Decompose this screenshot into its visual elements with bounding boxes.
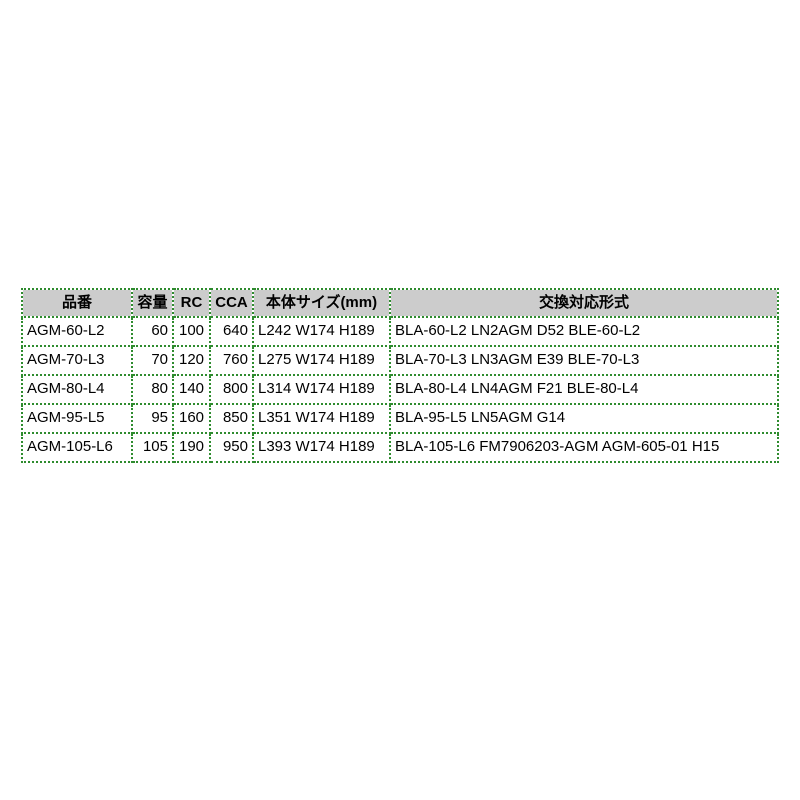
cell-body-size: L314 W174 H189 bbox=[252, 374, 391, 405]
cell-part-number: AGM-80-L4 bbox=[21, 374, 133, 405]
cell-capacity: 60 bbox=[131, 316, 174, 347]
cell-compatible-models: BLA-70-L3 LN3AGM E39 BLE-70-L3 bbox=[389, 345, 779, 376]
cell-body-size: L393 W174 H189 bbox=[252, 432, 391, 463]
cell-compatible-models: BLA-105-L6 FM7906203-AGM AGM-605-01 H15 bbox=[389, 432, 779, 463]
col-header-part-number: 品番 bbox=[21, 288, 133, 318]
table-row: AGM-105-L6 105 190 950 L393 W174 H189 BL… bbox=[21, 432, 779, 463]
cell-compatible-models: BLA-95-L5 LN5AGM G14 bbox=[389, 403, 779, 434]
cell-cca: 640 bbox=[209, 316, 254, 347]
col-header-cca: CCA bbox=[209, 288, 254, 318]
cell-cca: 760 bbox=[209, 345, 254, 376]
battery-spec-table: 品番 容量 RC CCA 本体サイズ(mm) 交換対応形式 AGM-60-L2 … bbox=[21, 288, 779, 463]
col-header-compatible-models: 交換対応形式 bbox=[389, 288, 779, 318]
cell-rc: 160 bbox=[172, 403, 211, 434]
header-row: 品番 容量 RC CCA 本体サイズ(mm) 交換対応形式 bbox=[21, 288, 779, 318]
cell-body-size: L275 W174 H189 bbox=[252, 345, 391, 376]
cell-body-size: L351 W174 H189 bbox=[252, 403, 391, 434]
col-header-body-size: 本体サイズ(mm) bbox=[252, 288, 391, 318]
cell-cca: 850 bbox=[209, 403, 254, 434]
cell-capacity: 105 bbox=[131, 432, 174, 463]
cell-body-size: L242 W174 H189 bbox=[252, 316, 391, 347]
cell-part-number: AGM-60-L2 bbox=[21, 316, 133, 347]
cell-capacity: 80 bbox=[131, 374, 174, 405]
cell-rc: 190 bbox=[172, 432, 211, 463]
cell-capacity: 70 bbox=[131, 345, 174, 376]
cell-cca: 800 bbox=[209, 374, 254, 405]
cell-part-number: AGM-70-L3 bbox=[21, 345, 133, 376]
cell-capacity: 95 bbox=[131, 403, 174, 434]
cell-cca: 950 bbox=[209, 432, 254, 463]
table-row: AGM-80-L4 80 140 800 L314 W174 H189 BLA-… bbox=[21, 374, 779, 405]
cell-rc: 100 bbox=[172, 316, 211, 347]
col-header-capacity: 容量 bbox=[131, 288, 174, 318]
col-header-rc: RC bbox=[172, 288, 211, 318]
cell-part-number: AGM-95-L5 bbox=[21, 403, 133, 434]
table-row: AGM-70-L3 70 120 760 L275 W174 H189 BLA-… bbox=[21, 345, 779, 376]
table-row: AGM-60-L2 60 100 640 L242 W174 H189 BLA-… bbox=[21, 316, 779, 347]
cell-rc: 120 bbox=[172, 345, 211, 376]
cell-part-number: AGM-105-L6 bbox=[21, 432, 133, 463]
cell-compatible-models: BLA-60-L2 LN2AGM D52 BLE-60-L2 bbox=[389, 316, 779, 347]
cell-compatible-models: BLA-80-L4 LN4AGM F21 BLE-80-L4 bbox=[389, 374, 779, 405]
table-row: AGM-95-L5 95 160 850 L351 W174 H189 BLA-… bbox=[21, 403, 779, 434]
cell-rc: 140 bbox=[172, 374, 211, 405]
